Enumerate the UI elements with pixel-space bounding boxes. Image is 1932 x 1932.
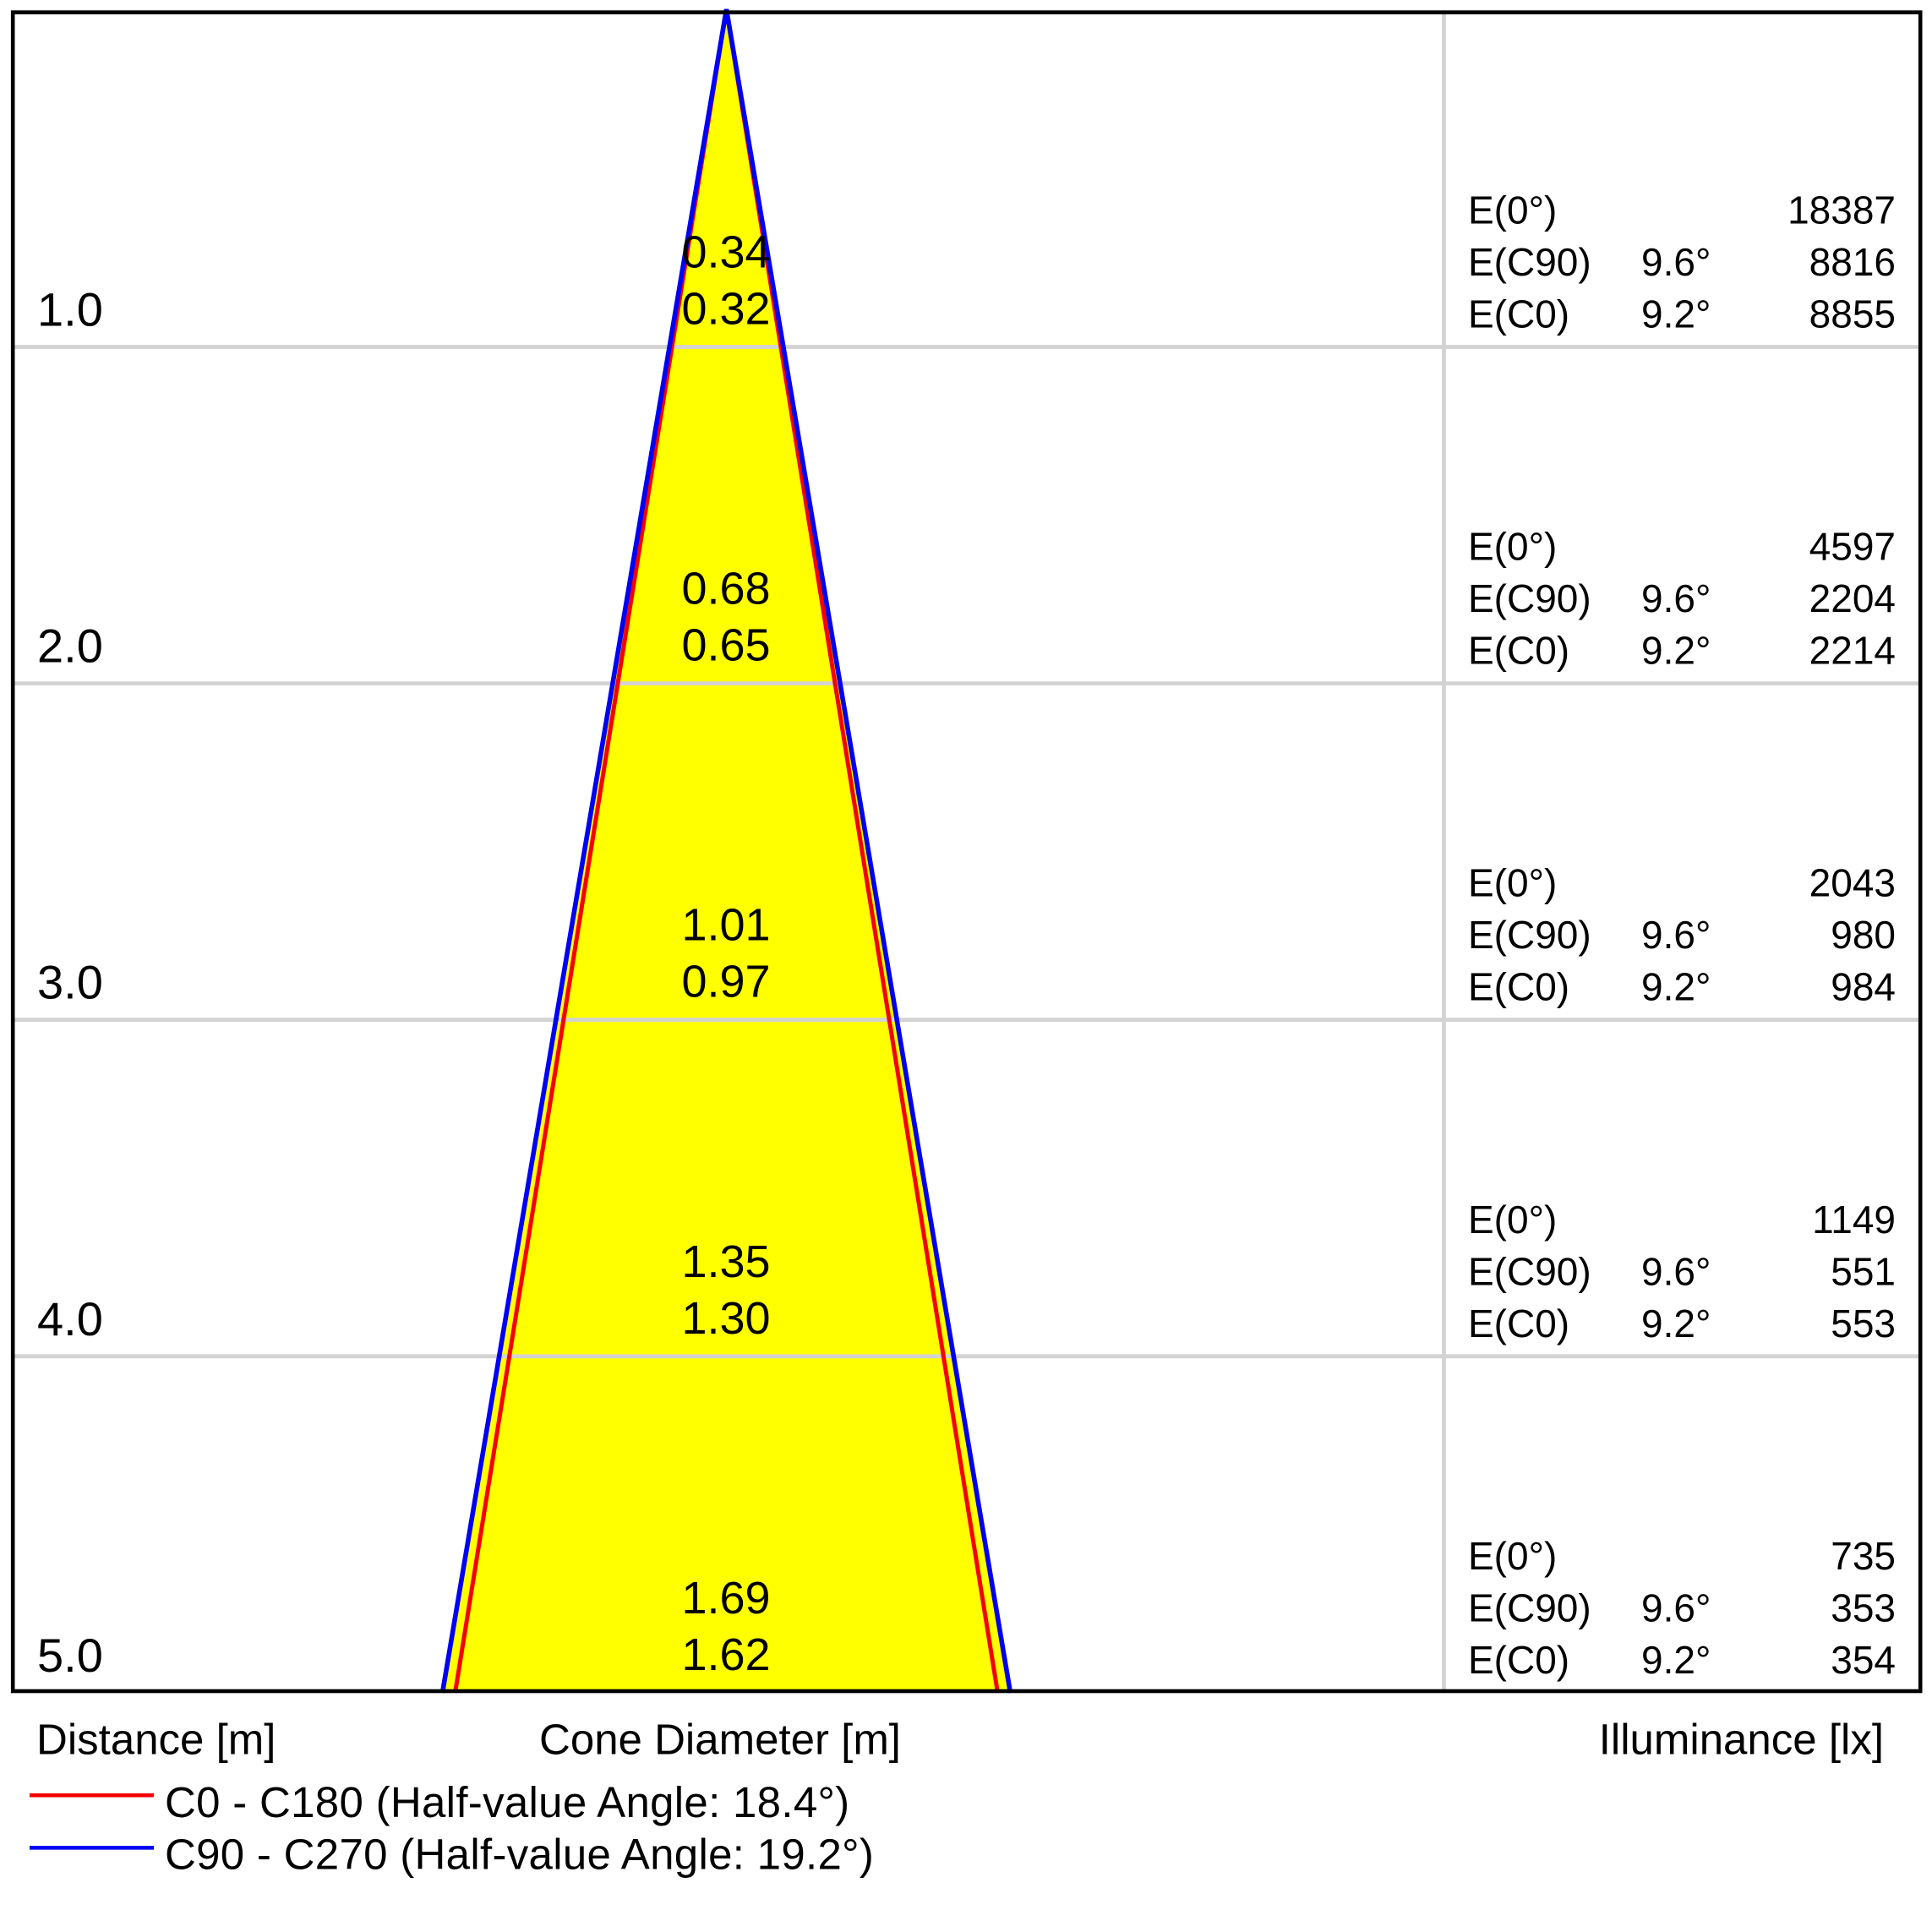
svg-text:E(0°): E(0°) bbox=[1468, 1534, 1557, 1578]
svg-text:353: 353 bbox=[1831, 1585, 1896, 1629]
svg-text:1.35: 1.35 bbox=[681, 1236, 770, 1287]
svg-text:9.2°: 9.2° bbox=[1641, 1638, 1711, 1682]
svg-text:C90 - C270 (Half-value Angle:: C90 - C270 (Half-value Angle: 19.2°) bbox=[165, 1831, 874, 1879]
svg-text:9.6°: 9.6° bbox=[1641, 913, 1711, 957]
svg-text:9.6°: 9.6° bbox=[1641, 576, 1711, 620]
svg-text:9.2°: 9.2° bbox=[1641, 965, 1711, 1009]
svg-text:735: 735 bbox=[1831, 1534, 1896, 1578]
svg-text:354: 354 bbox=[1831, 1638, 1896, 1682]
svg-text:1.69: 1.69 bbox=[681, 1573, 770, 1624]
svg-text:E(C0): E(C0) bbox=[1468, 629, 1569, 673]
svg-text:E(0°): E(0°) bbox=[1468, 188, 1557, 232]
svg-text:1.30: 1.30 bbox=[681, 1293, 770, 1344]
svg-text:9.6°: 9.6° bbox=[1641, 1249, 1711, 1293]
svg-text:5.0: 5.0 bbox=[37, 1629, 103, 1682]
svg-text:4.0: 4.0 bbox=[37, 1292, 103, 1345]
svg-text:3.0: 3.0 bbox=[37, 956, 103, 1009]
svg-text:0.65: 0.65 bbox=[681, 620, 770, 671]
svg-text:9.6°: 9.6° bbox=[1641, 240, 1711, 284]
svg-text:E(C90): E(C90) bbox=[1468, 1585, 1591, 1629]
svg-text:1149: 1149 bbox=[1812, 1198, 1896, 1242]
svg-text:0.97: 0.97 bbox=[681, 957, 770, 1007]
svg-text:E(C90): E(C90) bbox=[1468, 240, 1591, 284]
svg-text:0.68: 0.68 bbox=[681, 564, 770, 614]
svg-text:E(C90): E(C90) bbox=[1468, 913, 1591, 957]
svg-text:Cone Diameter [m]: Cone Diameter [m] bbox=[539, 1715, 901, 1763]
svg-text:Illuminance [lx]: Illuminance [lx] bbox=[1599, 1715, 1884, 1763]
svg-text:1.0: 1.0 bbox=[37, 283, 103, 336]
svg-text:18387: 18387 bbox=[1787, 188, 1896, 232]
svg-text:553: 553 bbox=[1831, 1302, 1896, 1345]
svg-text:8855: 8855 bbox=[1809, 292, 1896, 336]
svg-text:E(0°): E(0°) bbox=[1468, 1198, 1557, 1242]
svg-text:E(C0): E(C0) bbox=[1468, 1638, 1569, 1682]
svg-text:0.34: 0.34 bbox=[681, 227, 770, 278]
svg-text:551: 551 bbox=[1831, 1249, 1896, 1293]
svg-text:0.32: 0.32 bbox=[681, 284, 770, 335]
svg-text:2214: 2214 bbox=[1809, 629, 1896, 673]
svg-text:E(0°): E(0°) bbox=[1468, 525, 1557, 569]
svg-text:9.2°: 9.2° bbox=[1641, 629, 1711, 673]
svg-text:E(C90): E(C90) bbox=[1468, 576, 1591, 620]
svg-text:1.62: 1.62 bbox=[681, 1629, 770, 1680]
svg-text:Distance [m]: Distance [m] bbox=[36, 1715, 276, 1763]
svg-text:9.2°: 9.2° bbox=[1641, 1302, 1711, 1345]
svg-text:984: 984 bbox=[1831, 965, 1896, 1009]
svg-text:1.01: 1.01 bbox=[681, 900, 770, 951]
svg-text:E(C0): E(C0) bbox=[1468, 292, 1569, 336]
svg-text:2204: 2204 bbox=[1809, 576, 1896, 620]
svg-text:8816: 8816 bbox=[1809, 240, 1896, 284]
svg-text:C0 - C180 (Half-value Angle: 1: C0 - C180 (Half-value Angle: 18.4°) bbox=[165, 1778, 849, 1826]
svg-text:9.2°: 9.2° bbox=[1641, 292, 1711, 336]
svg-text:980: 980 bbox=[1831, 913, 1896, 957]
svg-text:9.6°: 9.6° bbox=[1641, 1585, 1711, 1629]
svg-text:4597: 4597 bbox=[1809, 525, 1896, 569]
svg-text:E(C90): E(C90) bbox=[1468, 1249, 1591, 1293]
svg-text:2043: 2043 bbox=[1809, 861, 1896, 905]
svg-text:E(C0): E(C0) bbox=[1468, 1302, 1569, 1345]
svg-text:2.0: 2.0 bbox=[37, 619, 103, 673]
svg-text:E(C0): E(C0) bbox=[1468, 965, 1569, 1009]
svg-text:E(0°): E(0°) bbox=[1468, 861, 1557, 905]
